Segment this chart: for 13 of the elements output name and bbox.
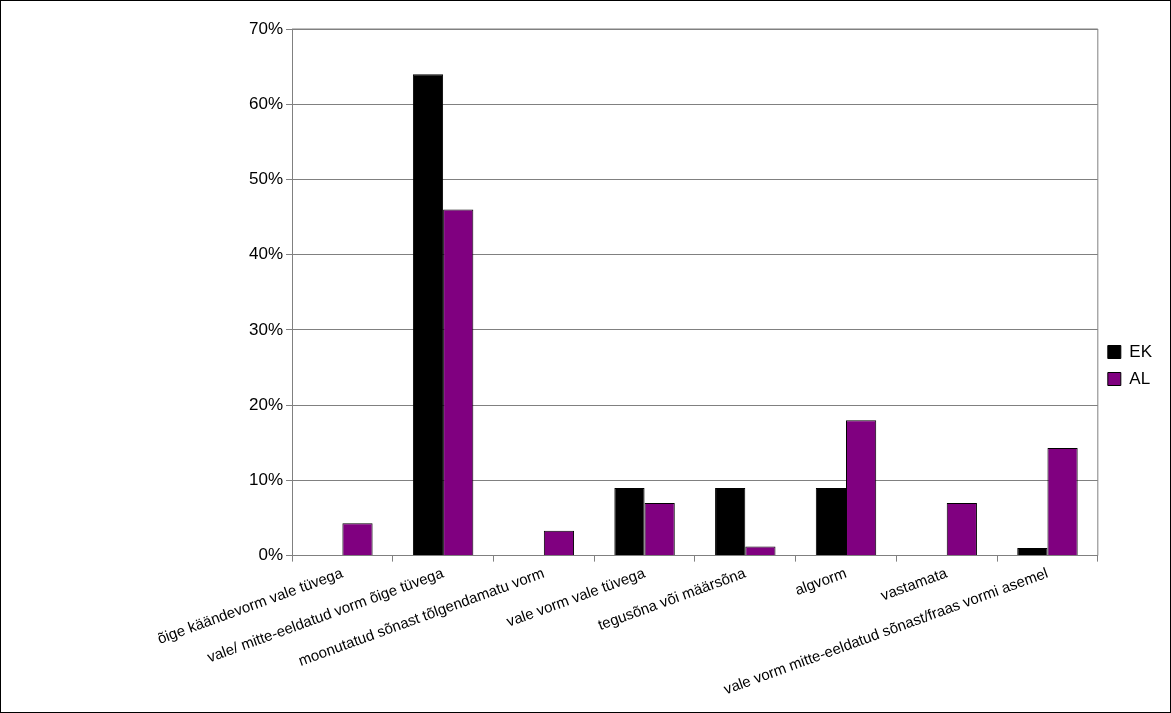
y-tick-label: 40% xyxy=(248,244,284,264)
legend-label: EK xyxy=(1129,341,1153,361)
x-tick-label: algvorm xyxy=(792,563,849,599)
legend-label: AL xyxy=(1129,368,1151,388)
y-tick-label: 70% xyxy=(248,18,284,38)
y-tick-label: 50% xyxy=(248,169,284,189)
y-tick-label: 30% xyxy=(248,319,284,339)
y-tick-label: 60% xyxy=(248,93,284,113)
y-tick-label: 10% xyxy=(248,470,284,490)
y-tick-label: 0% xyxy=(258,545,284,565)
bar xyxy=(815,487,847,556)
y-tick-label: 20% xyxy=(248,394,284,414)
bar xyxy=(1017,548,1048,556)
